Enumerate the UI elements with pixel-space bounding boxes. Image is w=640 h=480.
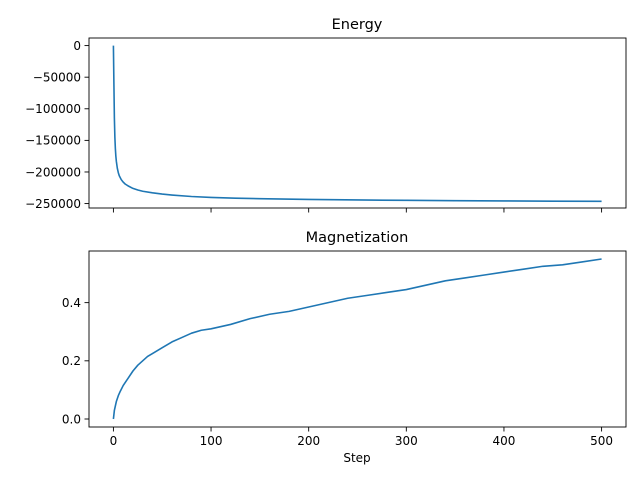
energy-y-tick-label: −150000 bbox=[25, 134, 81, 148]
magnetization-line bbox=[112, 258, 602, 420]
energy-x-ticks bbox=[112, 208, 603, 213]
magnetization-x-tick-label: 300 bbox=[395, 434, 418, 448]
magnetization-x-tick-label: 0 bbox=[110, 434, 118, 448]
magnetization-y-tick-label: 0.0 bbox=[62, 412, 81, 426]
magnetization-y-ticks: 0.0 0.2 0.4 bbox=[62, 296, 89, 426]
magnetization-x-tick-label: 100 bbox=[200, 434, 223, 448]
energy-y-tick-label: −250000 bbox=[25, 197, 81, 211]
magnetization-subplot: Magnetization 0 100 200 300 400 500 0.0 0.2 0.4… bbox=[62, 230, 627, 465]
energy-subplot: Energy 0 −50000 −100000 −150000 −200000 −2500… bbox=[25, 17, 627, 213]
magnetization-x-tick-label: 400 bbox=[493, 434, 516, 448]
energy-y-tick-label: −50000 bbox=[33, 70, 81, 84]
energy-line bbox=[112, 45, 602, 203]
magnetization-x-ticks: 0 100 200 300 400 500 bbox=[110, 427, 613, 448]
magnetization-x-tick-label: 200 bbox=[297, 434, 320, 448]
energy-title: Energy bbox=[332, 17, 383, 33]
x-axis-label: Step bbox=[343, 451, 370, 465]
energy-y-tick-label: −100000 bbox=[25, 102, 81, 116]
energy-series-group bbox=[112, 45, 602, 203]
energy-axes-frame bbox=[88, 37, 627, 209]
magnetization-series-group bbox=[112, 258, 602, 420]
magnetization-title: Magnetization bbox=[306, 230, 409, 246]
energy-y-tick-label: −200000 bbox=[25, 165, 81, 179]
magnetization-axes-frame bbox=[88, 250, 627, 428]
magnetization-y-tick-label: 0.4 bbox=[62, 296, 81, 310]
energy-y-tick-label: 0 bbox=[73, 39, 81, 53]
magnetization-y-tick-label: 0.2 bbox=[62, 354, 81, 368]
magnetization-x-tick-label: 500 bbox=[590, 434, 613, 448]
energy-y-ticks: 0 −50000 −100000 −150000 −200000 −250000 bbox=[25, 39, 89, 211]
